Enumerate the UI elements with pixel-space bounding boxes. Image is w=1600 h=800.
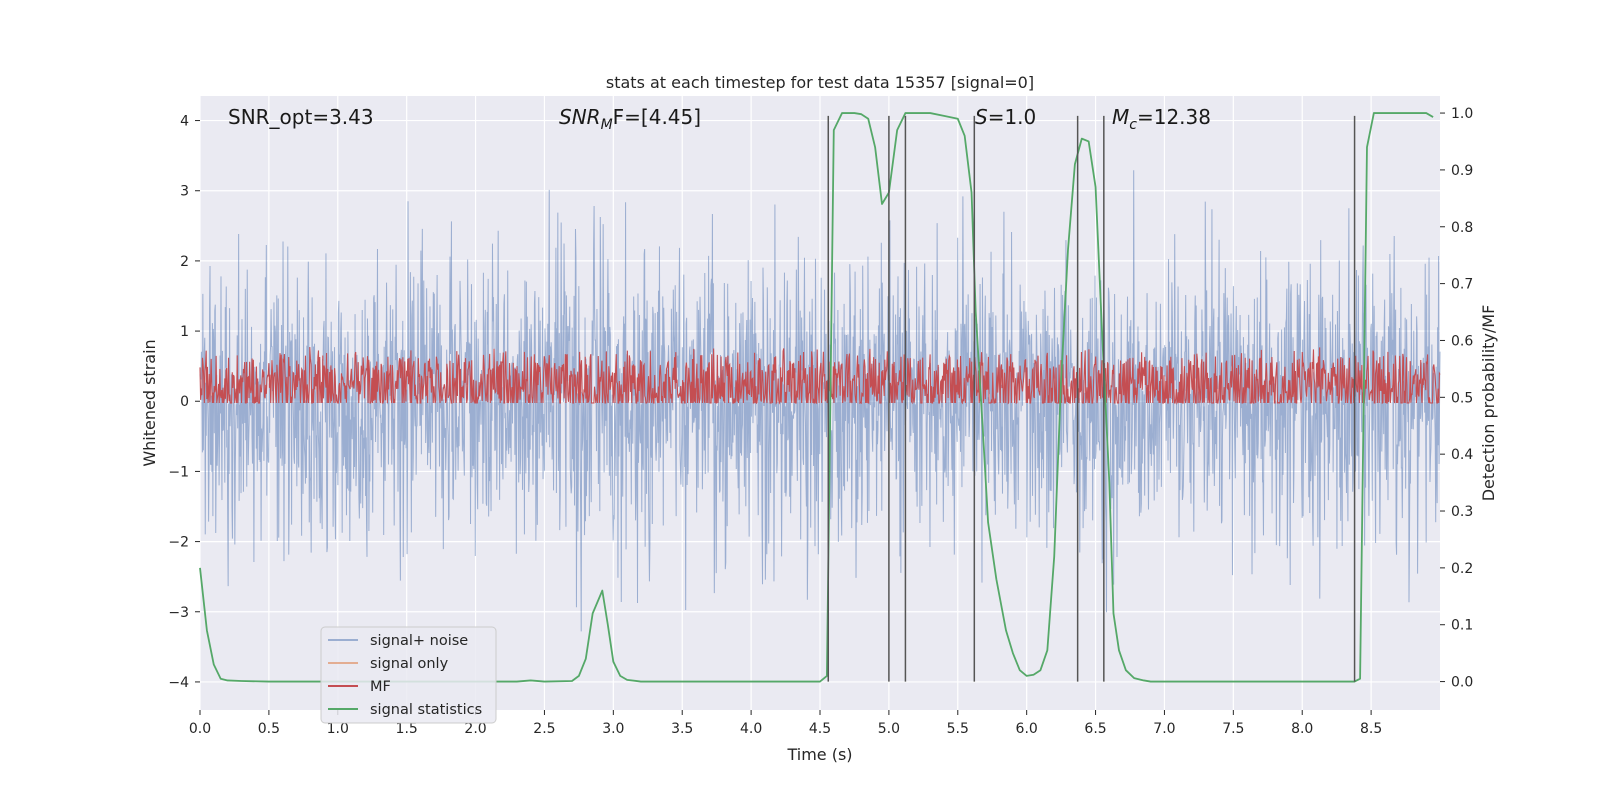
signal-noise-line [199, 170, 1441, 632]
annotation-mc: Mc=12.38 [1112, 105, 1211, 133]
snr-mf-sub: M [601, 117, 613, 133]
y-left-tick-label-2: 2 [180, 254, 189, 270]
y-right-tick-label-7: 0.3 [1451, 504, 1473, 520]
x-tick-label-13: 6.5 [1084, 721, 1106, 737]
mf-series [199, 346, 1441, 405]
y-left-tick-label-7: −3 [168, 605, 189, 621]
legend-box [320, 626, 497, 724]
y-right-tick-label-6: 0.4 [1451, 447, 1473, 463]
chart-title: stats at each timestep for test data 153… [606, 73, 1034, 92]
x-tick-label-10: 5.0 [878, 721, 900, 737]
x-tick-label-9: 4.5 [809, 721, 831, 737]
signal-statistics-line [199, 112, 1434, 683]
legend-label-signal-noise: signal+ noise [370, 633, 468, 649]
mf-line [199, 346, 1441, 405]
x-tick-label-0: 0.0 [189, 721, 211, 737]
y-right-tick-label-1: 0.9 [1451, 163, 1473, 179]
x-tick-label-8: 4.0 [740, 721, 762, 737]
y-left-tick-label-8: −4 [168, 675, 189, 691]
y-right-tick-label-10: 0.0 [1451, 675, 1473, 691]
legend-label-mf: MF [370, 679, 391, 695]
x-tick-label-16: 8.0 [1291, 721, 1313, 737]
y-left-tick-label-5: −1 [168, 464, 189, 480]
x-tick-label-2: 1.0 [327, 721, 349, 737]
y-left-tick-label-4: 0 [180, 394, 189, 410]
signal-statistics-series [199, 112, 1434, 683]
s-italic: S [975, 105, 988, 129]
s-value: =1.0 [988, 105, 1037, 129]
x-tick-label-7: 3.5 [671, 721, 693, 737]
annotation-s: S=1.0 [975, 105, 1036, 129]
y-right-tick-label-4: 0.6 [1451, 333, 1473, 349]
y-axis-right-label: Detection probability/MF [1479, 305, 1498, 502]
y-right-tick-label-2: 0.8 [1451, 220, 1473, 236]
x-tick-label-4: 2.0 [464, 721, 486, 737]
x-tick-label-5: 2.5 [533, 721, 555, 737]
annotation-snr-opt: SNR_opt=3.43 [228, 105, 374, 129]
x-tick-label-12: 6.0 [1016, 721, 1038, 737]
x-tick-label-1: 0.5 [258, 721, 280, 737]
y-left-tick-label-3: 1 [180, 324, 189, 340]
y-right-tick-label-5: 0.5 [1451, 390, 1473, 406]
x-tick-label-3: 1.5 [396, 721, 418, 737]
annotations: SNR_opt=3.43 SNRMF=[4.45] S=1.0 Mc=12.38 [228, 105, 1211, 133]
x-tick-label-14: 7.0 [1153, 721, 1175, 737]
x-tick-label-6: 3.0 [602, 721, 624, 737]
legend-label-signal-only: signal only [370, 656, 449, 672]
x-tick-label-17: 8.5 [1360, 721, 1382, 737]
y-left-tick-label-0: 4 [180, 114, 189, 130]
y-axis-left-label: Whitened strain [140, 339, 159, 466]
snr-mf-base: SNR [559, 105, 601, 129]
x-tick-label-11: 5.5 [947, 721, 969, 737]
mc-value: =12.38 [1137, 105, 1211, 129]
y-left-tick-label-1: 3 [180, 184, 189, 200]
signal-noise-series [199, 170, 1441, 632]
legend: signal+ noise signal only MF signal stat… [320, 626, 497, 724]
ticks: 0.0 0.5 1.0 1.5 2.0 2.5 3.0 3.5 4.0 4.5 5.0 5.5 6.0 6… [168, 106, 1473, 737]
snr-mf-rest: F=[4.45] [613, 105, 701, 129]
y-right-tick-label-9: 0.1 [1451, 618, 1473, 634]
x-tick-label-15: 7.5 [1222, 721, 1244, 737]
vertical-lines [827, 115, 1356, 682]
mc-base: M [1112, 105, 1129, 129]
y-right-tick-label-3: 0.7 [1451, 277, 1473, 293]
y-right-tick-label-8: 0.2 [1451, 561, 1473, 577]
y-right-tick-label-0: 1.0 [1451, 106, 1473, 122]
y-left-tick-label-6: −2 [168, 535, 189, 551]
legend-label-signal-statistics: signal statistics [370, 702, 482, 718]
annotation-snr-mf: SNRMF=[4.45] [559, 105, 701, 133]
x-axis-label: Time (s) [786, 745, 852, 764]
mc-sub: c [1129, 117, 1137, 133]
